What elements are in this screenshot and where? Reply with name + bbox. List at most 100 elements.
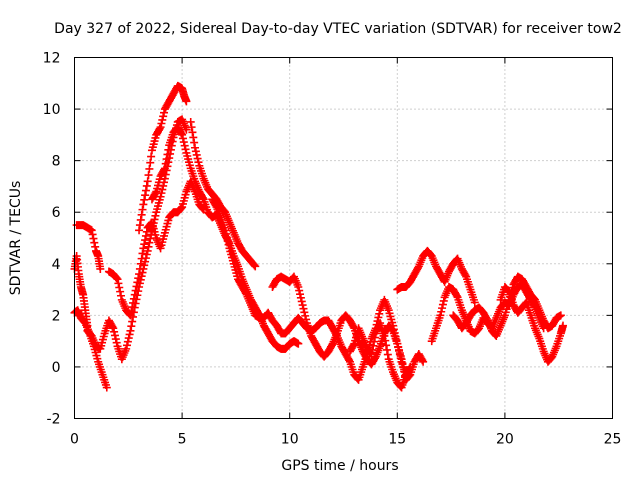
data-point: [521, 299, 530, 308]
data-point: [461, 271, 470, 280]
data-point: [381, 336, 390, 345]
data-point: [142, 181, 151, 190]
y-tick-label: 12: [43, 51, 61, 67]
data-point: [130, 290, 139, 299]
data-point: [178, 130, 187, 139]
data-point: [124, 334, 133, 343]
x-tick-label: 15: [388, 432, 406, 448]
data-point: [222, 229, 231, 238]
data-point: [297, 297, 306, 306]
data-point: [110, 331, 119, 340]
data-point: [126, 326, 135, 335]
data-point: [370, 333, 379, 342]
data-point: [134, 274, 143, 283]
data-point: [133, 278, 142, 287]
data-point: [437, 307, 446, 316]
data-point: [191, 143, 200, 152]
data-point: [160, 165, 169, 174]
x-tick-labels: 0 5 10 15 20 25: [70, 432, 621, 448]
data-point: [90, 238, 99, 247]
data-point: [186, 117, 195, 126]
data-point: [367, 350, 376, 359]
data-point: [102, 383, 111, 392]
data-point: [135, 226, 144, 235]
data-point: [127, 322, 136, 331]
data-point: [88, 230, 97, 239]
data-point: [301, 311, 310, 320]
data-point: [211, 201, 220, 210]
data-point: [482, 314, 491, 323]
data-point: [181, 145, 190, 154]
data-point: [438, 304, 447, 313]
y-tick-label: 0: [52, 360, 61, 376]
data-point: [179, 138, 188, 147]
data-point: [140, 240, 149, 249]
y-tick-label: 8: [52, 154, 61, 170]
data-point: [299, 304, 308, 313]
data-point: [151, 211, 160, 220]
data-point: [142, 250, 151, 259]
data-point: [156, 192, 165, 201]
data-point: [452, 291, 461, 300]
y-axis-label: SDTVAR / TECUs: [8, 181, 24, 296]
data-point: [182, 97, 191, 106]
data-point: [159, 112, 168, 121]
data-point: [221, 226, 230, 235]
data-point: [419, 357, 428, 366]
y-tick-labels: -2 0 2 4 6 8 10 12: [43, 51, 61, 428]
data-point: [296, 290, 305, 299]
data-point: [504, 287, 513, 296]
data-point: [296, 293, 305, 302]
x-tick-label: 5: [178, 432, 187, 448]
data-point: [143, 177, 152, 186]
data-point: [147, 152, 156, 161]
y-tick-label: 10: [43, 102, 61, 118]
data-point: [198, 193, 207, 202]
data-point: [139, 244, 148, 253]
data-point: [116, 287, 125, 296]
data-point: [399, 363, 408, 372]
data-point: [397, 355, 406, 364]
data-point: [187, 123, 196, 132]
data-point: [222, 233, 231, 242]
data-point: [163, 150, 172, 159]
data-point: [135, 221, 144, 230]
data-point: [131, 286, 140, 295]
data-point: [132, 282, 141, 291]
data-point: [141, 231, 150, 240]
data-point: [439, 296, 448, 305]
data-point: [327, 341, 336, 350]
data-point: [128, 303, 137, 312]
data-point: [298, 301, 307, 310]
data-point: [141, 191, 150, 200]
data-point: [189, 133, 198, 142]
data-point: [128, 317, 137, 326]
data-point: [161, 159, 170, 168]
x-tick-label: 25: [604, 432, 622, 448]
data-point: [250, 261, 259, 270]
data-point: [300, 308, 309, 317]
data-point: [141, 186, 150, 195]
data-point: [556, 311, 565, 320]
data-point: [396, 382, 405, 391]
data-point: [180, 141, 189, 150]
data-point: [136, 259, 145, 268]
data-point: [398, 359, 407, 368]
data-point: [188, 128, 197, 137]
data-point: [191, 147, 200, 156]
data-point: [144, 242, 153, 251]
data-point: [401, 370, 410, 379]
data-point: [158, 115, 167, 124]
data-point: [251, 262, 260, 271]
data-point: [382, 341, 391, 350]
data-point: [111, 335, 120, 344]
data-point: [87, 226, 96, 235]
data-point: [112, 274, 121, 283]
data-point: [470, 298, 479, 307]
y-tick-label: -2: [47, 412, 61, 428]
chart-title: Day 327 of 2022, Sidereal Day-to-day VTE…: [54, 21, 622, 37]
data-point: [137, 210, 146, 219]
data-point: [109, 324, 118, 333]
data-point: [302, 315, 311, 324]
